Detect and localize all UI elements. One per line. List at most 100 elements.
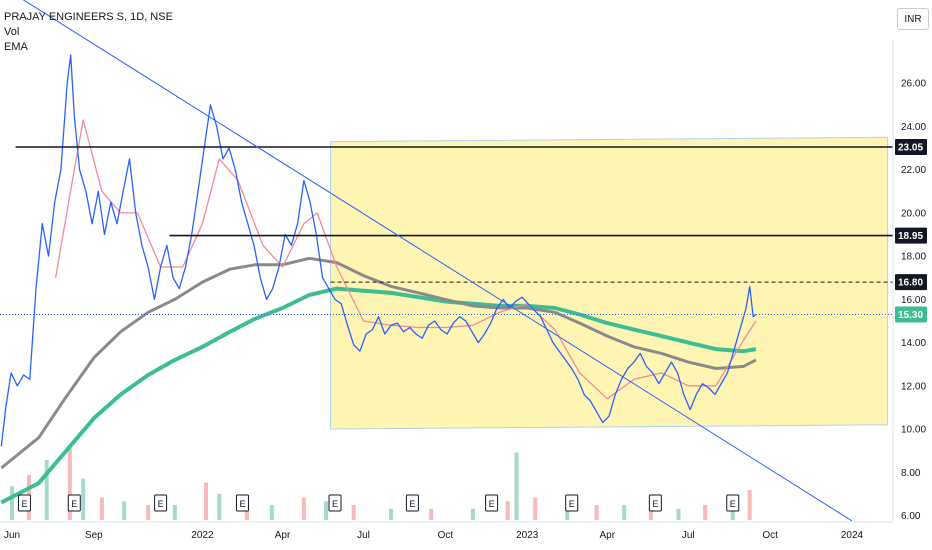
- chart-legend: PRAJAY ENGINEERS S, 1D, NSE Vol EMA: [4, 10, 173, 55]
- svg-text:16.80: 16.80: [898, 278, 923, 289]
- price-axis[interactable]: 6.00 8.00 10.00 12.00 14.00 16.00 18.00 20.00 22…: [901, 79, 926, 522]
- volume-bar: [747, 490, 752, 520]
- volume-bar: [99, 497, 104, 520]
- y-tick-label: 24.00: [901, 122, 926, 133]
- volume-bar: [470, 508, 475, 520]
- earnings-marker: E: [485, 494, 499, 512]
- volume-bar: [269, 505, 274, 520]
- level-price-tag: 16.80: [895, 274, 927, 291]
- volume-bar: [203, 482, 208, 520]
- price-series-line: [0, 54, 757, 447]
- volume-bar: [565, 508, 570, 520]
- x-tick-label: 2024: [841, 530, 864, 541]
- volume-bar: [217, 493, 222, 520]
- earnings-marker-box: [154, 494, 168, 512]
- earnings-marker-label: E: [652, 499, 658, 509]
- earnings-marker-label: E: [569, 499, 575, 509]
- x-tick-label: 2022: [191, 530, 214, 541]
- last-price-tag: 15.30: [895, 306, 927, 323]
- volume-bar: [594, 505, 599, 520]
- volume-bar: [389, 508, 394, 520]
- volume-bars: [10, 445, 752, 520]
- y-tick-label: 16.00: [901, 295, 926, 306]
- earnings-marker-label: E: [21, 499, 27, 509]
- y-tick-label: 18.00: [901, 252, 926, 263]
- ema-slow-line: [0, 286, 757, 505]
- earnings-marker-label: E: [489, 499, 495, 509]
- earnings-marker-label: E: [730, 499, 736, 509]
- legend-vol[interactable]: Vol: [4, 26, 20, 38]
- x-tick-label: Oct: [762, 530, 778, 541]
- time-axis[interactable]: Jun Sep 2022 Apr Jul Oct 2023 Apr Jul Oct 2024: [4, 530, 864, 541]
- level-price-tag: 23.05: [895, 138, 927, 155]
- earnings-marker-label: E: [158, 499, 164, 509]
- volume-bar: [533, 497, 538, 520]
- volume-bar: [44, 460, 49, 520]
- earnings-marker: E: [405, 494, 419, 512]
- price-axis-labels: 23.05 18.95 16.80 15.30: [895, 138, 927, 323]
- volume-bar: [10, 486, 14, 520]
- earnings-marker: E: [328, 494, 342, 512]
- legend-ema[interactable]: EMA: [4, 41, 28, 53]
- ema-fast-line: [54, 119, 757, 400]
- y-tick-label: 8.00: [901, 468, 921, 479]
- x-tick-label: Apr: [275, 530, 291, 541]
- ema-lines: [0, 119, 757, 505]
- price-line: [0, 54, 757, 447]
- volume-bar: [351, 505, 356, 520]
- earnings-marker: E: [565, 494, 579, 512]
- earnings-marker-box: [565, 494, 579, 512]
- volume-bar: [122, 501, 127, 520]
- volume-bar: [622, 505, 627, 520]
- x-tick-label: Sep: [85, 530, 103, 541]
- volume-bar: [67, 445, 72, 520]
- earnings-marker-box: [328, 494, 342, 512]
- x-tick-label: Oct: [438, 530, 454, 541]
- earnings-marker: E: [235, 494, 249, 512]
- x-tick-label: 2023: [516, 530, 539, 541]
- volume-bar: [703, 505, 708, 520]
- earnings-marker-label: E: [71, 499, 77, 509]
- volume-bar: [505, 501, 510, 520]
- y-tick-label: 26.00: [901, 79, 926, 90]
- earnings-marker-label: E: [409, 499, 415, 509]
- earnings-marker: E: [67, 494, 81, 512]
- legend-title[interactable]: PRAJAY ENGINEERS S, 1D, NSE: [4, 11, 173, 23]
- x-tick-label: Apr: [600, 530, 616, 541]
- svg-text:18.95: 18.95: [898, 231, 923, 242]
- y-tick-label: 22.00: [901, 165, 926, 176]
- volume-bar: [301, 497, 306, 520]
- earnings-marker-label: E: [239, 499, 245, 509]
- volume-bar: [514, 452, 519, 520]
- y-tick-label: 12.00: [901, 381, 926, 392]
- y-tick-label: 14.00: [901, 338, 926, 349]
- earnings-marker-box: [405, 494, 419, 512]
- svg-text:15.30: 15.30: [898, 310, 923, 321]
- trendline[interactable]: [1, 0, 853, 522]
- x-tick-label: Jul: [682, 530, 695, 541]
- earnings-marker: E: [648, 494, 662, 512]
- earnings-marker-box: [67, 494, 81, 512]
- earnings-marker: E: [154, 494, 168, 512]
- volume-bar: [172, 505, 177, 520]
- volume-bar: [81, 478, 86, 520]
- zone-rectangle: [330, 136, 889, 430]
- volume-bar: [429, 508, 434, 520]
- earnings-marker-box: [17, 494, 31, 512]
- horizontal-levels[interactable]: [0, 146, 893, 316]
- level-price-tag: 18.95: [895, 227, 927, 244]
- x-tick-label: Jul: [357, 530, 370, 541]
- earnings-marker-box: [235, 494, 249, 512]
- y-tick-label: 6.00: [901, 511, 921, 522]
- volume-bar: [676, 508, 681, 520]
- ema-mid-line: [0, 256, 757, 470]
- earnings-marker-box: [485, 494, 499, 512]
- y-tick-label: 10.00: [901, 425, 926, 436]
- currency-button[interactable]: INR: [897, 8, 929, 30]
- svg-text:23.05: 23.05: [898, 142, 923, 153]
- rectangle-zone[interactable]: [330, 136, 889, 430]
- volume-bar: [146, 505, 151, 520]
- earnings-marker-label: E: [332, 499, 338, 509]
